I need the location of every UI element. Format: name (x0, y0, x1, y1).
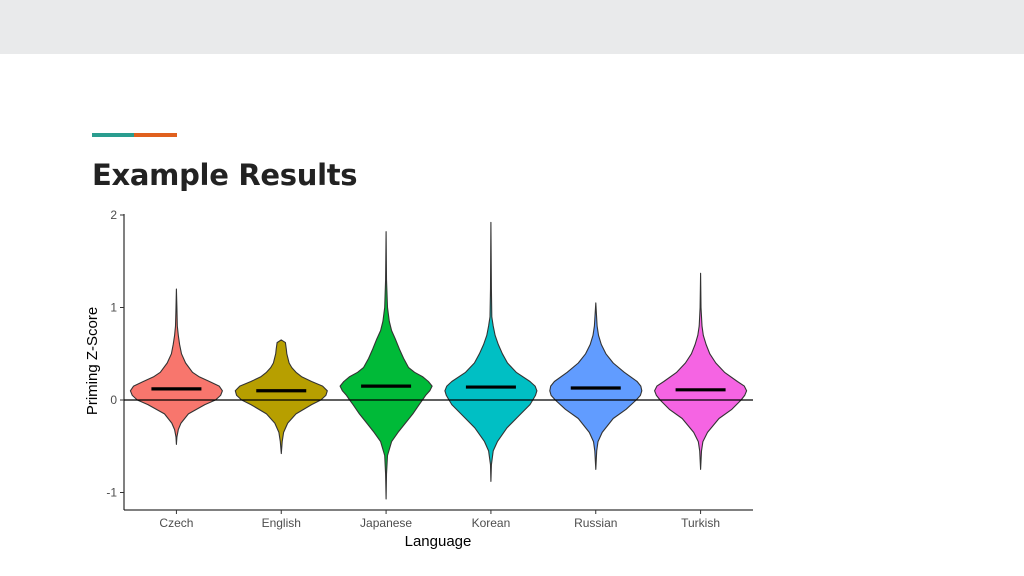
x-tick-label-turkish: Turkish (681, 516, 720, 530)
y-tick-label: 0 (110, 393, 117, 407)
violins-layer (129, 221, 748, 500)
violin-czech (129, 288, 223, 445)
y-tick-label: -1 (106, 486, 117, 500)
violin-turkish (654, 272, 748, 470)
header-band (0, 0, 1024, 54)
medians-layer (151, 384, 726, 393)
y-tick-label: 2 (110, 208, 117, 222)
violin-russian (549, 302, 643, 470)
y-axis-title: Priming Z-Score (84, 307, 101, 415)
violin-korean (444, 221, 538, 482)
x-axis-title: Language (405, 533, 472, 550)
accent-bar-orange (134, 133, 177, 137)
x-tick-label-korean: Korean (472, 516, 511, 530)
axes-layer: -1 0 1 2 Czech English Japanese Korean Russian Tu… (106, 208, 753, 530)
violin-japanese (339, 231, 433, 500)
x-tick-label-russian: Russian (574, 516, 617, 530)
y-tick-label: 1 (110, 301, 117, 315)
accent-bar-teal (92, 133, 134, 137)
violin-english (234, 339, 328, 455)
x-tick-label-english: English (262, 516, 301, 530)
slide-title: Example Results (92, 158, 358, 192)
x-tick-label-japanese: Japanese (360, 516, 412, 530)
x-tick-label-czech: Czech (159, 516, 193, 530)
